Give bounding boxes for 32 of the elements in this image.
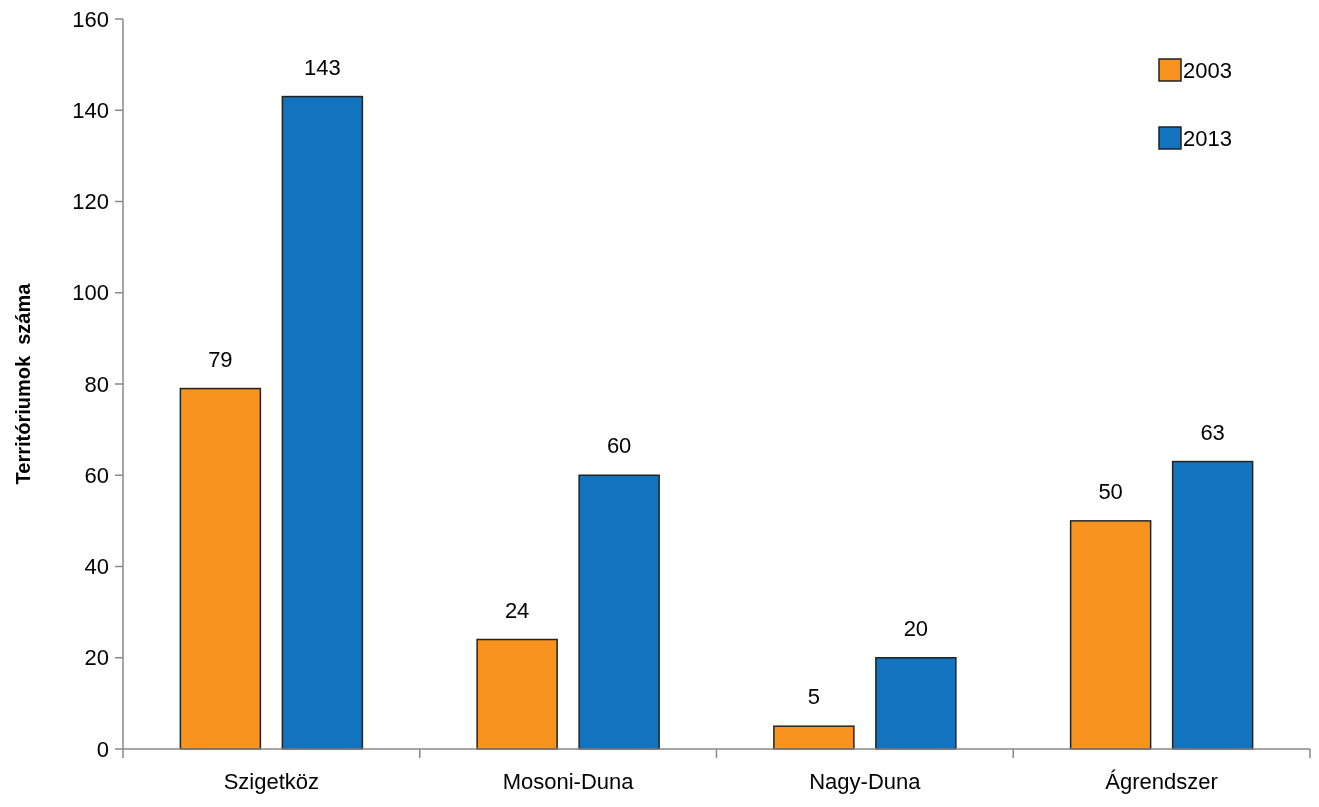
data-label: 50 <box>1098 478 1123 504</box>
legend-label: 2003 <box>1183 57 1232 83</box>
y-tick-label: 120 <box>72 189 109 215</box>
y-tick-label: 80 <box>84 371 109 397</box>
x-tick-label: Mosoni-Duna <box>502 769 635 794</box>
data-label: 63 <box>1200 419 1225 445</box>
bar <box>773 725 855 750</box>
x-tick-label: Nagy-Duna <box>809 769 922 794</box>
y-tick-label: 140 <box>72 97 109 123</box>
y-tick-label: 40 <box>84 554 109 580</box>
y-tick-label: 0 <box>96 736 109 762</box>
bar <box>875 657 957 750</box>
y-tick-label: 60 <box>84 462 109 488</box>
bar <box>281 95 364 750</box>
x-tick-label: Szigetköz <box>223 769 320 794</box>
legend-label: 2013 <box>1183 125 1232 151</box>
bar <box>1069 520 1152 750</box>
data-label: 5 <box>807 684 820 710</box>
bar <box>1171 460 1254 750</box>
bar <box>578 474 660 750</box>
data-label: 20 <box>903 615 929 641</box>
y-axis-title: Territóriumok száma <box>12 282 34 485</box>
x-tick-label: Ágrendszer <box>1105 769 1218 794</box>
y-tick-label: 20 <box>84 645 109 671</box>
y-tick-label: 100 <box>72 280 109 306</box>
data-label: 79 <box>208 346 233 372</box>
data-label: 24 <box>504 597 530 623</box>
data-label: 60 <box>606 433 632 459</box>
bar <box>476 638 558 750</box>
bar <box>179 387 262 750</box>
data-label: 143 <box>304 54 341 80</box>
y-tick-label: 160 <box>72 6 109 32</box>
